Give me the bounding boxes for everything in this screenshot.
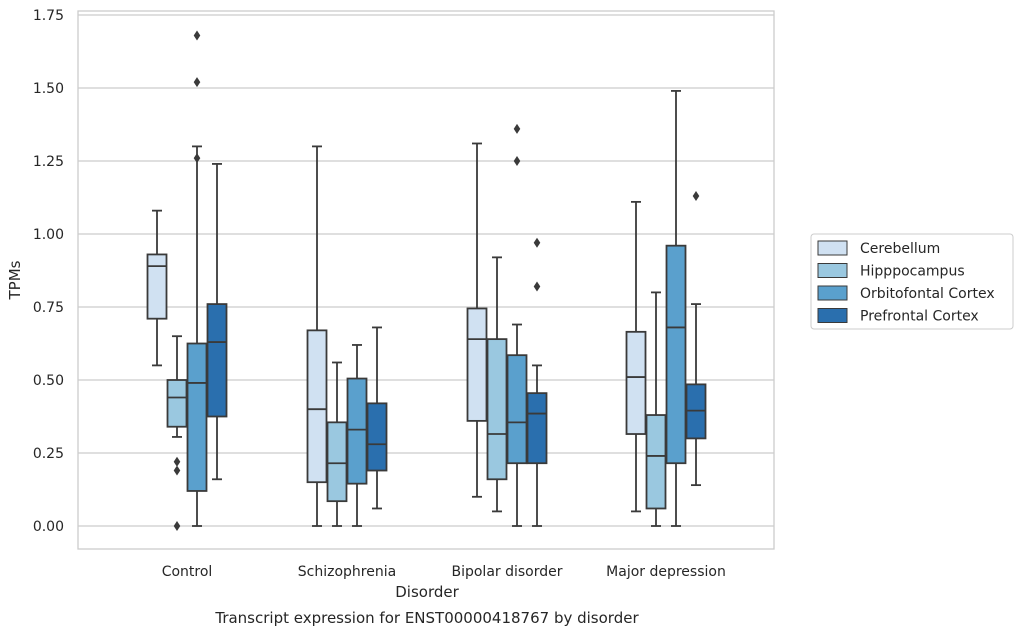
box-groups (146, 30, 707, 531)
legend-swatch (817, 263, 848, 278)
iqr-box (645, 414, 667, 510)
outlier-point (513, 123, 521, 134)
legend-frame (810, 233, 1014, 330)
x-tick-labels: Control Schizophrenia Bipolar disorder Majo… (162, 564, 726, 580)
outlier-point (173, 456, 181, 467)
iqr-box (665, 244, 687, 465)
outlier-point (193, 77, 201, 88)
x-tick-label: Major depression (606, 564, 726, 580)
y-tick-labels: 0.00 0.25 0.50 0.75 1.00 1.25 1.50 1.75 (33, 8, 64, 535)
y-tick-label: 1.75 (33, 8, 64, 24)
y-tick-label: 0.25 (33, 446, 64, 462)
iqr-box (186, 342, 208, 492)
legend-swatch (817, 308, 848, 323)
box-cerebellum (466, 142, 488, 498)
outlier-point (193, 153, 201, 164)
x-tick-label: Control (162, 564, 213, 580)
box-cerebellum (625, 200, 647, 513)
box-orbitofontal-cortex (665, 90, 687, 527)
legend-swatch (817, 240, 848, 256)
y-tick-label: 1.25 (33, 154, 64, 170)
x-tick-label: Bipolar disorder (451, 564, 562, 580)
x-tick-label: Schizophrenia (298, 564, 396, 580)
box-prefrontal-cortex (526, 237, 548, 527)
outlier-point (513, 156, 521, 166)
outlier-point (173, 465, 181, 476)
x-axis-label: Disorder (395, 583, 459, 601)
box-orbitofontal-cortex (506, 123, 528, 527)
outlier-point (173, 521, 181, 531)
outlier-point (692, 191, 700, 202)
outlier-point (533, 237, 541, 248)
box-prefrontal-cortex (206, 163, 228, 481)
legend-swatch (817, 285, 848, 301)
y-tick-label: 0.00 (33, 519, 64, 535)
iqr-box (206, 303, 228, 418)
box-prefrontal-cortex (366, 326, 388, 510)
y-tick-label: 1.00 (33, 227, 64, 243)
legend-label: Orbitofontal Cortex (860, 286, 995, 302)
y-tick-label: 1.50 (33, 81, 64, 97)
box-orbitofontal-cortex (346, 344, 368, 527)
iqr-box (486, 338, 508, 481)
legend: Cerebellum Hipppocampus Orbitofontal Corte… (810, 233, 1014, 330)
box-cerebellum (146, 209, 168, 367)
box-hipppocampus (645, 291, 667, 527)
box-cerebellum (306, 145, 328, 527)
box-prefrontal-cortex (685, 191, 707, 487)
iqr-box (306, 329, 328, 484)
iqr-box (466, 307, 488, 422)
iqr-box (506, 354, 528, 465)
iqr-box (346, 377, 368, 485)
box-hipppocampus (326, 361, 348, 527)
y-tick-label: 0.50 (33, 373, 64, 389)
iqr-box (326, 421, 348, 503)
y-tick-label: 0.75 (33, 300, 64, 316)
iqr-box (366, 402, 388, 472)
outlier-point (193, 30, 201, 41)
legend-label: Prefrontal Cortex (860, 309, 979, 325)
box-hipppocampus (166, 335, 188, 531)
chart-caption: Transcript expression for ENST0000041876… (214, 609, 639, 627)
iqr-box (146, 253, 168, 320)
iqr-box (526, 392, 548, 465)
box-hipppocampus (486, 256, 508, 513)
iqr-box (625, 330, 647, 435)
iqr-box (166, 379, 188, 428)
legend-label: Cerebellum (860, 241, 940, 257)
y-axis-label: TPMs (6, 260, 24, 300)
outlier-point (533, 281, 541, 292)
box-orbitofontal-cortex (186, 30, 208, 527)
legend-label: Hipppocampus (860, 264, 965, 280)
